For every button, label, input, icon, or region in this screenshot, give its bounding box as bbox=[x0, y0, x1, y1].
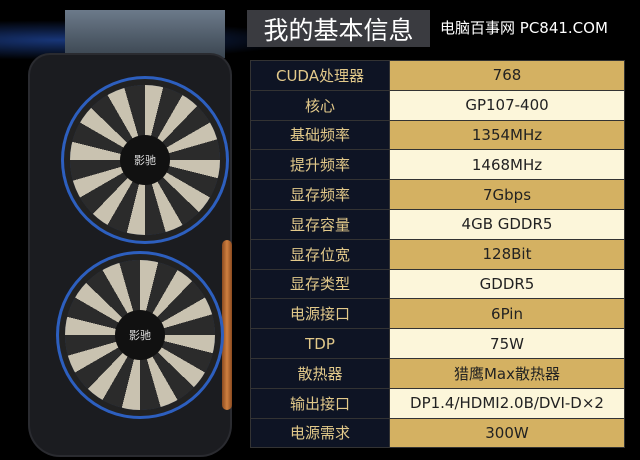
spec-row: TDP 75W bbox=[250, 328, 625, 359]
spec-value: GDDR5 bbox=[389, 268, 625, 300]
spec-value: 6Pin bbox=[389, 298, 625, 330]
site-watermark: 电脑百事网 PC841.COM bbox=[440, 19, 608, 37]
spec-label: 显存频率 bbox=[250, 179, 390, 210]
spec-row: 显存频率 7Gbps bbox=[250, 179, 625, 210]
fan-hub-logo: 影驰 bbox=[115, 310, 165, 360]
spec-row: 显存容量 4GB GDDR5 bbox=[250, 208, 625, 240]
spec-row: 输出接口 DP1.4/HDMI2.0B/DVI-D×2 bbox=[250, 387, 625, 419]
spec-label: 电源接口 bbox=[250, 298, 390, 330]
spec-row: 显存位宽 128Bit bbox=[250, 238, 625, 270]
spec-label: CUDA处理器 bbox=[250, 60, 390, 91]
spec-label: 显存容量 bbox=[250, 208, 390, 240]
spec-value: 128Bit bbox=[389, 238, 625, 270]
fan-hub-logo: 影驰 bbox=[120, 135, 170, 185]
io-bracket bbox=[65, 10, 225, 58]
spec-row: 基础频率 1354MHz bbox=[250, 119, 625, 151]
spec-label: 基础频率 bbox=[250, 119, 390, 151]
spec-row: 显存类型 GDDR5 bbox=[250, 268, 625, 300]
spec-label: 输出接口 bbox=[250, 387, 390, 419]
fan-top: 影驰 bbox=[70, 85, 220, 235]
spec-value: 300W bbox=[389, 417, 625, 449]
spec-label: TDP bbox=[250, 328, 390, 359]
fan-bottom: 影驰 bbox=[65, 260, 215, 410]
spec-row: 电源需求 300W bbox=[250, 417, 625, 449]
spec-value: 7Gbps bbox=[389, 179, 625, 210]
spec-row: 散热器 猎鹰Max散热器 bbox=[250, 357, 625, 389]
spec-label: 电源需求 bbox=[250, 417, 390, 449]
spec-value: 4GB GDDR5 bbox=[389, 208, 625, 240]
spec-value: 1354MHz bbox=[389, 119, 625, 151]
spec-value: 768 bbox=[389, 60, 625, 91]
spec-label: 提升频率 bbox=[250, 149, 390, 181]
spec-value: 猎鹰Max散热器 bbox=[389, 357, 625, 389]
spec-row: 核心 GP107-400 bbox=[250, 89, 625, 121]
spec-row: 提升频率 1468MHz bbox=[250, 149, 625, 181]
spec-value: 75W bbox=[389, 328, 625, 359]
spec-value: 1468MHz bbox=[389, 149, 625, 181]
spec-label: 显存位宽 bbox=[250, 238, 390, 270]
spec-value: GP107-400 bbox=[389, 89, 625, 121]
spec-row: 电源接口 6Pin bbox=[250, 298, 625, 330]
spec-table: CUDA处理器 768 核心 GP107-400 基础频率 1354MHz 提升频率 1468… bbox=[250, 60, 625, 449]
spec-row: CUDA处理器 768 bbox=[250, 60, 625, 91]
heatpipe bbox=[222, 240, 232, 410]
page-title: 我的基本信息 bbox=[247, 10, 430, 47]
spec-label: 核心 bbox=[250, 89, 390, 121]
spec-label: 散热器 bbox=[250, 357, 390, 389]
spec-value: DP1.4/HDMI2.0B/DVI-D×2 bbox=[389, 387, 625, 419]
spec-label: 显存类型 bbox=[250, 268, 390, 300]
